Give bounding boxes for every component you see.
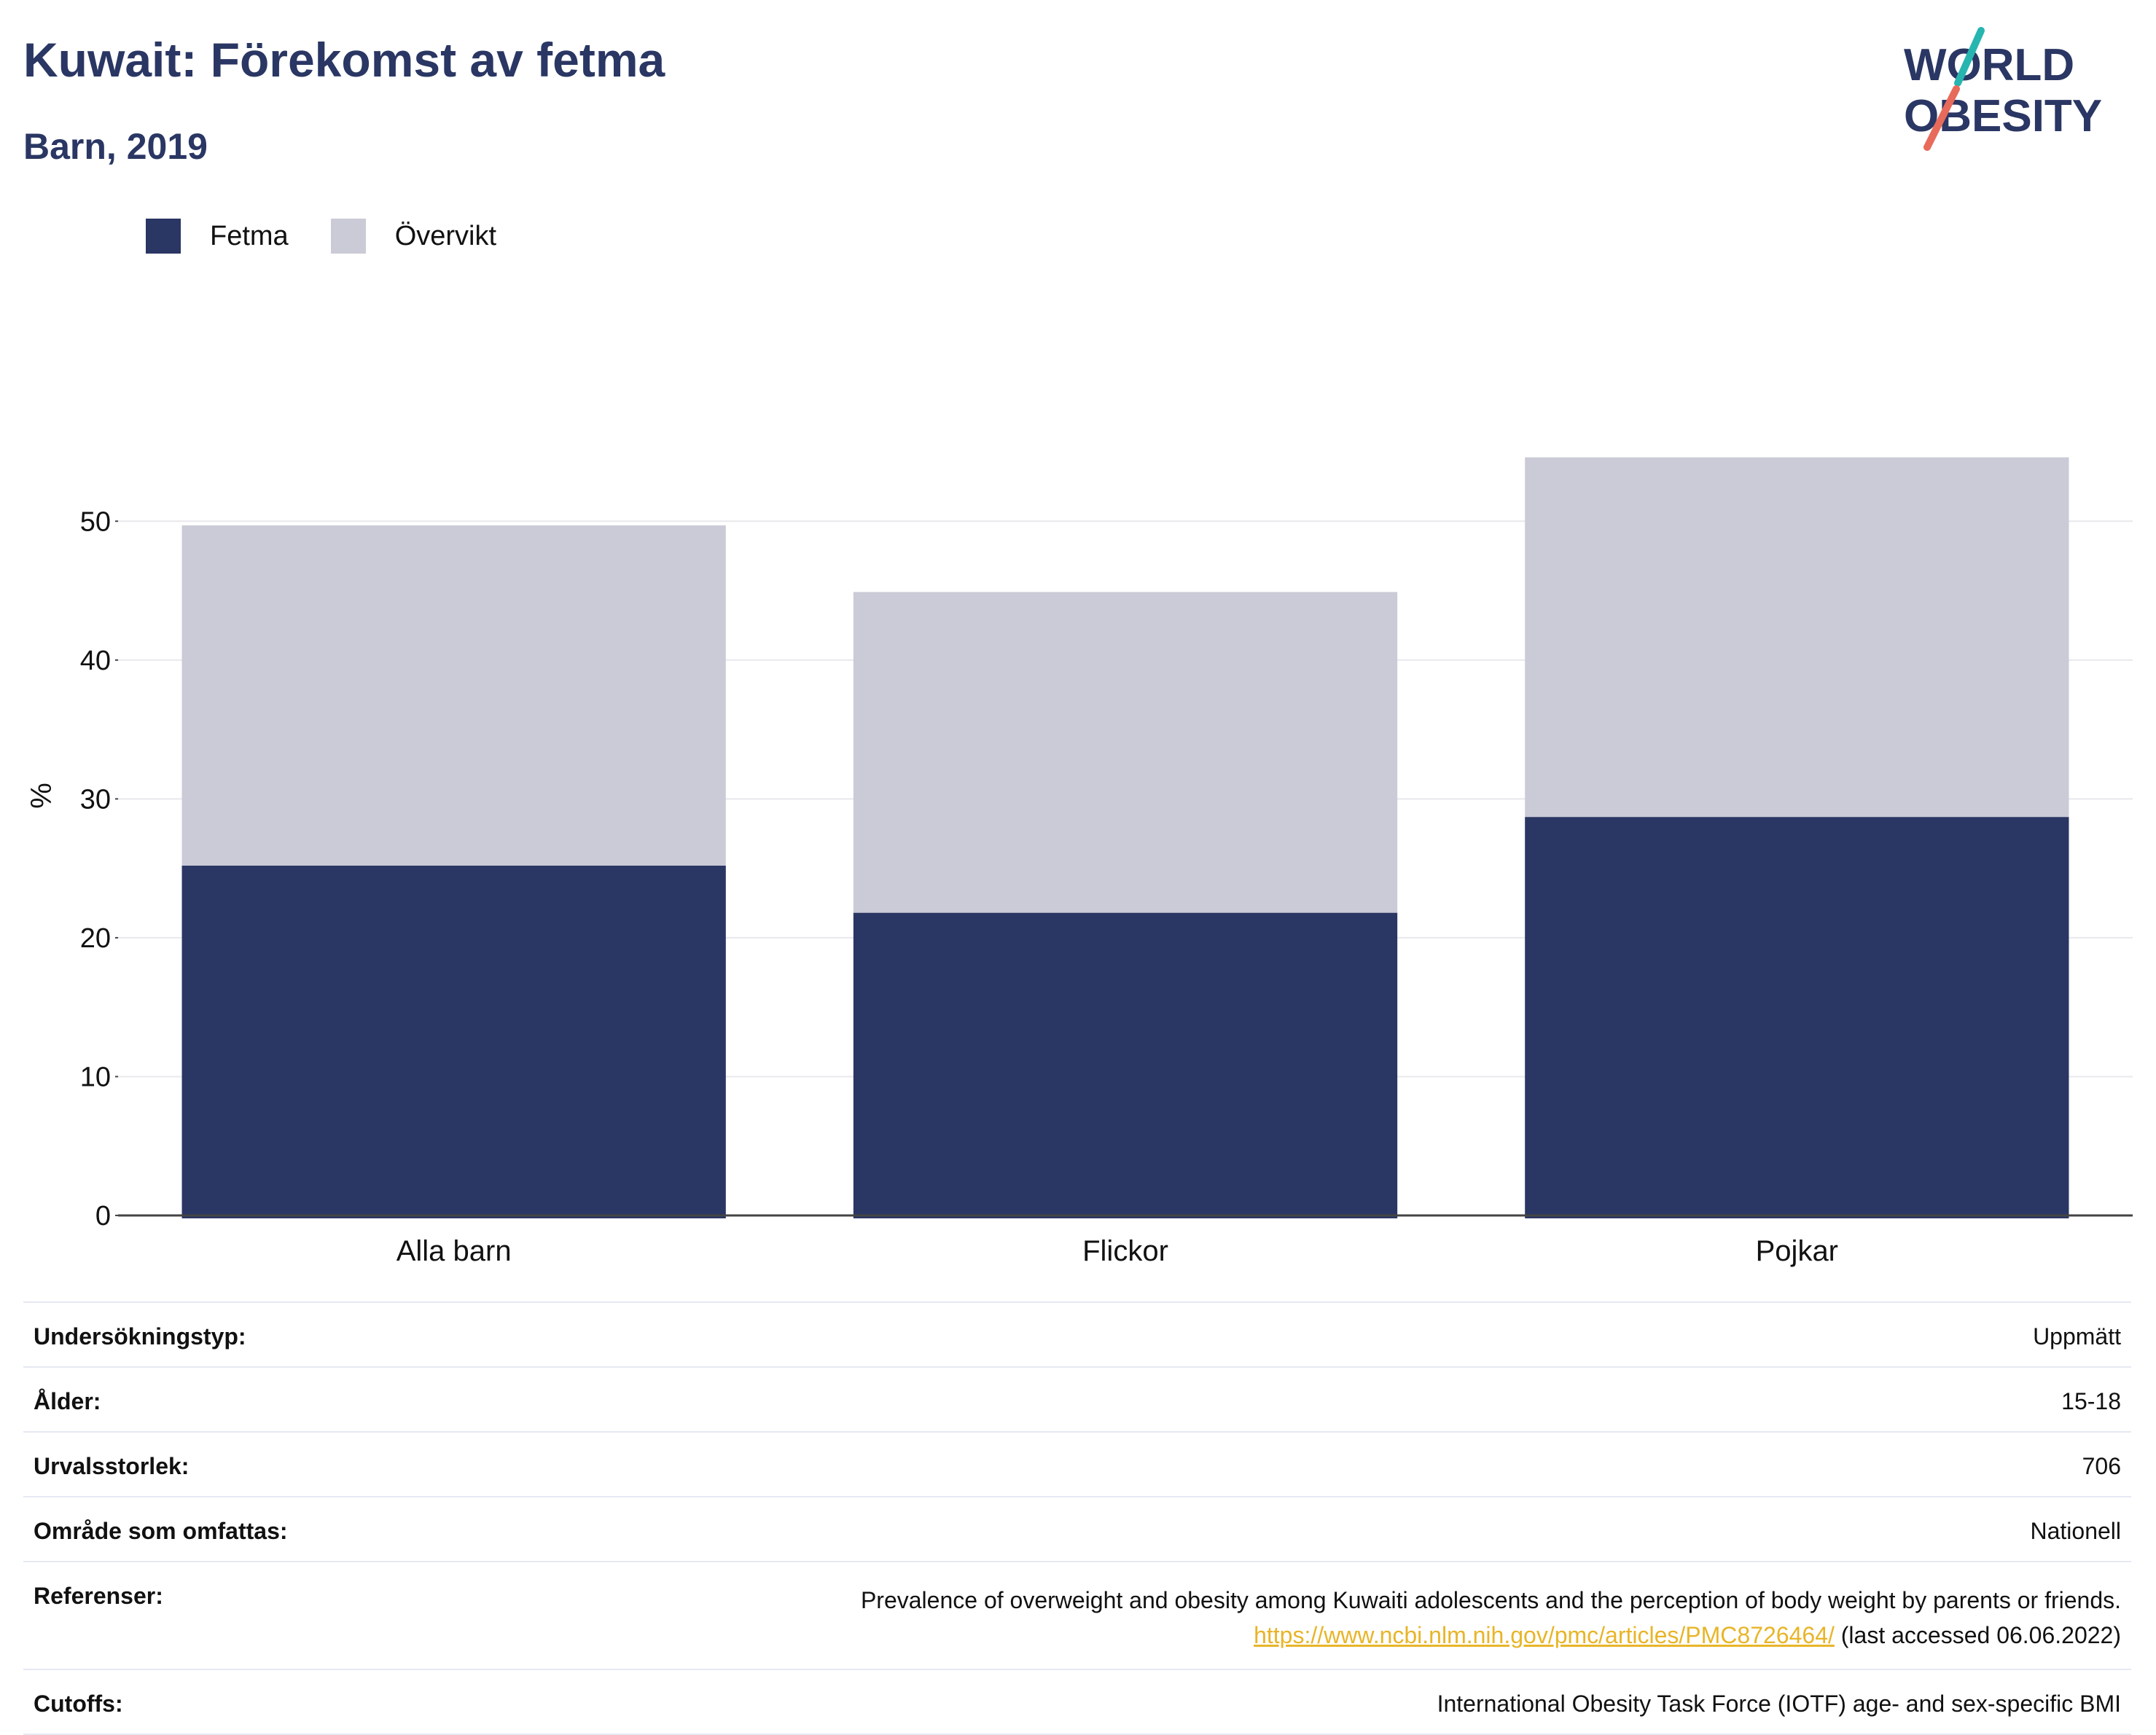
info-value: Uppmätt — [2033, 1323, 2121, 1350]
bar-fetma — [853, 912, 1398, 1218]
bar-chart: 0 10 20 30 40 50% Alla barn Flickor Pojkar — [26, 457, 2133, 1267]
reference-note: (last accessed 06.06.2022) — [1834, 1622, 2121, 1648]
info-value-references: Prevalence of overweight and obesity amo… — [861, 1583, 2121, 1653]
logo-slash-teal — [1954, 27, 1985, 87]
info-key: Ålder: — [34, 1388, 101, 1414]
info-key: Referenser: — [34, 1583, 163, 1609]
y-axis-label: % — [26, 783, 58, 809]
y-tick-label: 30 — [80, 784, 111, 815]
y-tick-label: 20 — [80, 923, 111, 954]
y-tick-label: 50 — [80, 506, 111, 537]
legend-item-overvikt[interactable]: Övervikt — [330, 219, 497, 254]
info-value: 706 — [2082, 1453, 2121, 1479]
y-tick-label: 0 — [95, 1201, 111, 1231]
bar-overvikt — [181, 525, 726, 866]
info-value: 15-18 — [2061, 1388, 2121, 1414]
legend: Fetma Övervikt — [146, 216, 539, 256]
info-row-age: Ålder: 15-18 — [23, 1366, 2131, 1431]
x-tick-label: Flickor — [1082, 1235, 1168, 1267]
legend-label-fetma: Fetma — [210, 220, 289, 251]
world-obesity-logo: WORLD OBESITY — [1904, 27, 2102, 151]
bar-fetma — [1525, 817, 2069, 1218]
reference-link[interactable]: https://www.ncbi.nlm.nih.gov/pmc/article… — [1254, 1622, 1835, 1648]
info-row-references: Referenser: Prevalence of overweight and… — [23, 1561, 2131, 1669]
x-tick-label: Pojkar — [1756, 1235, 1838, 1267]
info-key: Undersökningstyp: — [34, 1323, 246, 1350]
info-value: Nationell — [2030, 1518, 2121, 1544]
chart-subtitle: Barn, 2019 — [23, 126, 208, 167]
reference-title: Prevalence of overweight and obesity amo… — [860, 1587, 2121, 1613]
info-row-survey-type: Undersökningstyp: Uppmätt — [23, 1301, 2131, 1366]
info-key: Cutoffs: — [34, 1691, 123, 1717]
bar-fetma — [181, 865, 726, 1218]
info-key: Område som omfattas: — [34, 1518, 288, 1544]
legend-swatch-fetma — [146, 219, 181, 254]
y-tick-label: 40 — [80, 646, 111, 676]
info-row-area: Område som omfattas: Nationell — [23, 1496, 2131, 1561]
y-tick-label: 10 — [80, 1062, 111, 1092]
legend-swatch-overvikt — [330, 219, 366, 254]
info-row-sample-size: Urvalsstorlek: 706 — [23, 1431, 2131, 1496]
legend-item-fetma[interactable]: Fetma — [146, 219, 289, 254]
logo-slash-coral — [1923, 85, 1960, 151]
x-tick-label: Alla barn — [397, 1235, 512, 1267]
legend-label-overvikt: Övervikt — [394, 220, 497, 251]
chart-title: Kuwait: Förekomst av fetma — [23, 33, 665, 87]
bar-overvikt — [853, 592, 1398, 913]
bar-overvikt — [1525, 457, 2069, 818]
logo-text-world: WORLD — [1904, 40, 2074, 90]
info-value: International Obesity Task Force (IOTF) … — [1437, 1691, 2121, 1717]
info-key: Urvalsstorlek: — [34, 1453, 190, 1479]
info-row-cutoffs: Cutoffs: International Obesity Task Forc… — [23, 1669, 2131, 1735]
info-table: Undersökningstyp: Uppmätt Ålder: 15-18 U… — [23, 1301, 2131, 1735]
